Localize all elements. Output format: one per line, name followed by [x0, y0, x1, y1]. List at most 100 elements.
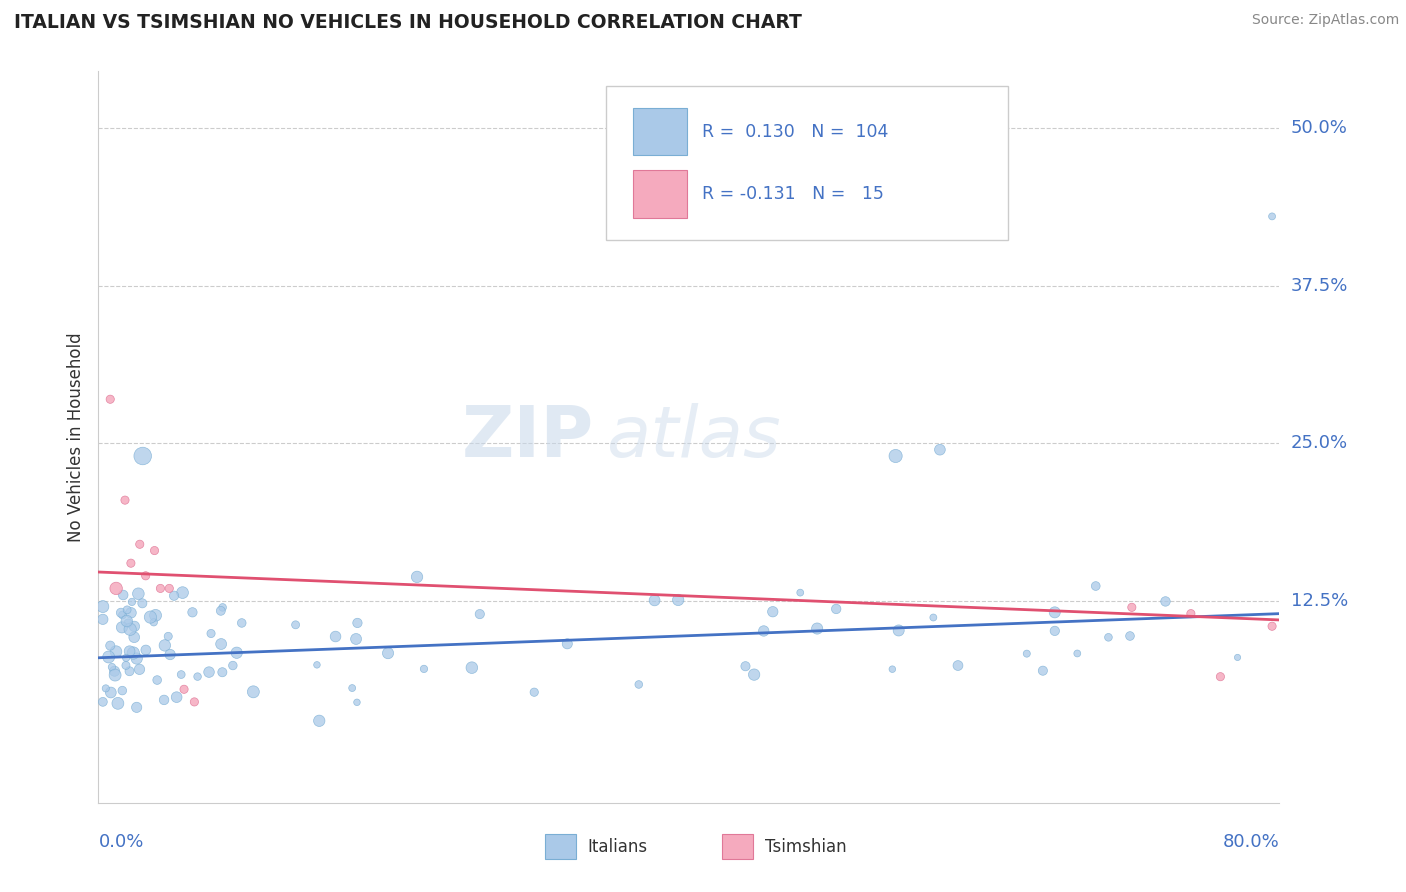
Point: [742, 667, 765, 681]
Point: [1032, 664, 1054, 678]
Text: Tsimshian: Tsimshian: [765, 838, 846, 855]
Point: [1180, 607, 1202, 621]
Point: [468, 607, 491, 621]
Point: [825, 602, 848, 616]
Point: [98, 639, 121, 653]
Text: 12.5%: 12.5%: [1291, 592, 1348, 610]
Point: [125, 700, 148, 714]
Point: [644, 593, 666, 607]
Text: ITALIAN VS TSIMSHIAN NO VEHICLES IN HOUSEHOLD CORRELATION CHART: ITALIAN VS TSIMSHIAN NO VEHICLES IN HOUS…: [14, 13, 801, 32]
Point: [211, 600, 233, 615]
Text: Italians: Italians: [588, 838, 648, 855]
Point: [128, 537, 150, 551]
Point: [115, 651, 138, 665]
Point: [929, 442, 952, 457]
Point: [181, 605, 204, 619]
Text: R = -0.131   N =   15: R = -0.131 N = 15: [702, 185, 884, 202]
Point: [1226, 650, 1249, 665]
Point: [122, 630, 145, 644]
Point: [346, 615, 368, 630]
Point: [103, 664, 125, 678]
Point: [142, 615, 165, 630]
Point: [200, 626, 222, 640]
Point: [1121, 600, 1143, 615]
Point: [242, 685, 264, 699]
Point: [111, 607, 134, 622]
Point: [806, 622, 828, 636]
Point: [170, 667, 193, 681]
Text: 37.5%: 37.5%: [1291, 277, 1348, 294]
Point: [222, 658, 245, 673]
Point: [166, 690, 188, 705]
Point: [173, 682, 195, 697]
Point: [132, 449, 155, 463]
Point: [1066, 647, 1088, 661]
Point: [946, 658, 969, 673]
Point: [752, 624, 775, 638]
Point: [163, 589, 186, 603]
Point: [1043, 624, 1066, 638]
Point: [120, 556, 142, 570]
Point: [555, 637, 578, 651]
Point: [143, 543, 166, 558]
Point: [114, 493, 136, 508]
Point: [101, 660, 124, 674]
Point: [121, 595, 143, 609]
Point: [789, 585, 811, 599]
Point: [340, 681, 363, 695]
Point: [115, 603, 138, 617]
Point: [1043, 605, 1066, 619]
FancyBboxPatch shape: [723, 834, 752, 859]
Point: [1097, 630, 1119, 644]
Point: [115, 614, 138, 628]
Point: [308, 714, 330, 728]
Text: Source: ZipAtlas.com: Source: ZipAtlas.com: [1251, 13, 1399, 28]
Point: [100, 685, 122, 699]
Point: [153, 639, 176, 653]
Point: [209, 637, 232, 651]
Point: [406, 570, 429, 584]
Point: [627, 677, 650, 691]
Point: [135, 643, 157, 657]
Point: [110, 606, 132, 620]
Point: [125, 651, 148, 665]
Point: [762, 605, 785, 619]
Point: [128, 662, 150, 676]
Point: [183, 695, 205, 709]
Point: [91, 695, 114, 709]
Point: [149, 582, 172, 596]
Point: [413, 662, 436, 676]
Point: [1261, 210, 1284, 224]
Text: 50.0%: 50.0%: [1291, 120, 1347, 137]
Point: [1119, 629, 1142, 643]
Point: [922, 610, 945, 624]
Text: 0.0%: 0.0%: [98, 833, 143, 851]
Point: [884, 449, 907, 463]
Point: [117, 616, 139, 631]
Point: [305, 657, 328, 672]
Point: [231, 615, 253, 630]
FancyBboxPatch shape: [634, 170, 686, 218]
Point: [325, 630, 347, 644]
FancyBboxPatch shape: [546, 834, 575, 859]
Point: [120, 606, 142, 620]
Text: R =  0.130   N =  104: R = 0.130 N = 104: [702, 123, 889, 141]
Point: [344, 632, 367, 646]
Point: [145, 608, 167, 623]
Point: [91, 612, 114, 626]
Point: [284, 617, 307, 632]
Point: [104, 668, 127, 682]
Point: [107, 697, 129, 711]
Point: [1209, 670, 1232, 684]
Text: ZIP: ZIP: [463, 402, 595, 472]
Point: [461, 661, 484, 675]
Point: [120, 622, 142, 636]
Point: [159, 648, 181, 662]
Point: [211, 665, 233, 680]
Point: [127, 587, 149, 601]
Point: [157, 582, 180, 596]
Point: [187, 670, 209, 684]
Y-axis label: No Vehicles in Household: No Vehicles in Household: [66, 332, 84, 542]
Point: [146, 673, 169, 687]
Point: [122, 646, 145, 660]
